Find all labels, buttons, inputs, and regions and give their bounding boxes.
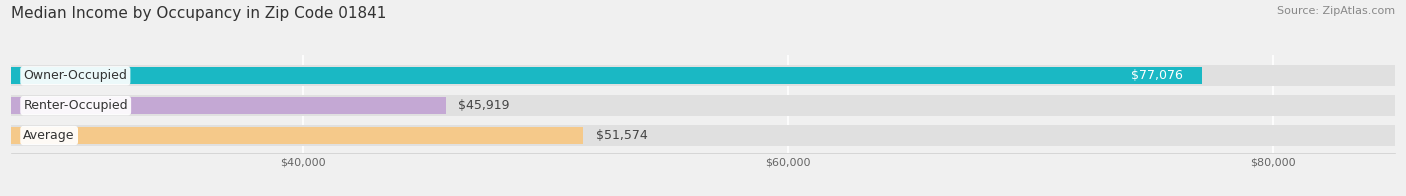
Text: Median Income by Occupancy in Zip Code 01841: Median Income by Occupancy in Zip Code 0… xyxy=(11,6,387,21)
Text: $51,574: $51,574 xyxy=(596,129,647,142)
Bar xyxy=(11,67,1202,84)
Text: Average: Average xyxy=(24,129,75,142)
Bar xyxy=(11,125,1395,146)
Bar xyxy=(11,95,1395,116)
Bar xyxy=(11,127,583,144)
Text: Renter-Occupied: Renter-Occupied xyxy=(24,99,128,112)
Text: Source: ZipAtlas.com: Source: ZipAtlas.com xyxy=(1277,6,1395,16)
Bar xyxy=(11,65,1395,86)
Text: $77,076: $77,076 xyxy=(1132,69,1182,82)
Bar xyxy=(11,97,446,114)
Text: Owner-Occupied: Owner-Occupied xyxy=(24,69,128,82)
Text: $45,919: $45,919 xyxy=(458,99,510,112)
